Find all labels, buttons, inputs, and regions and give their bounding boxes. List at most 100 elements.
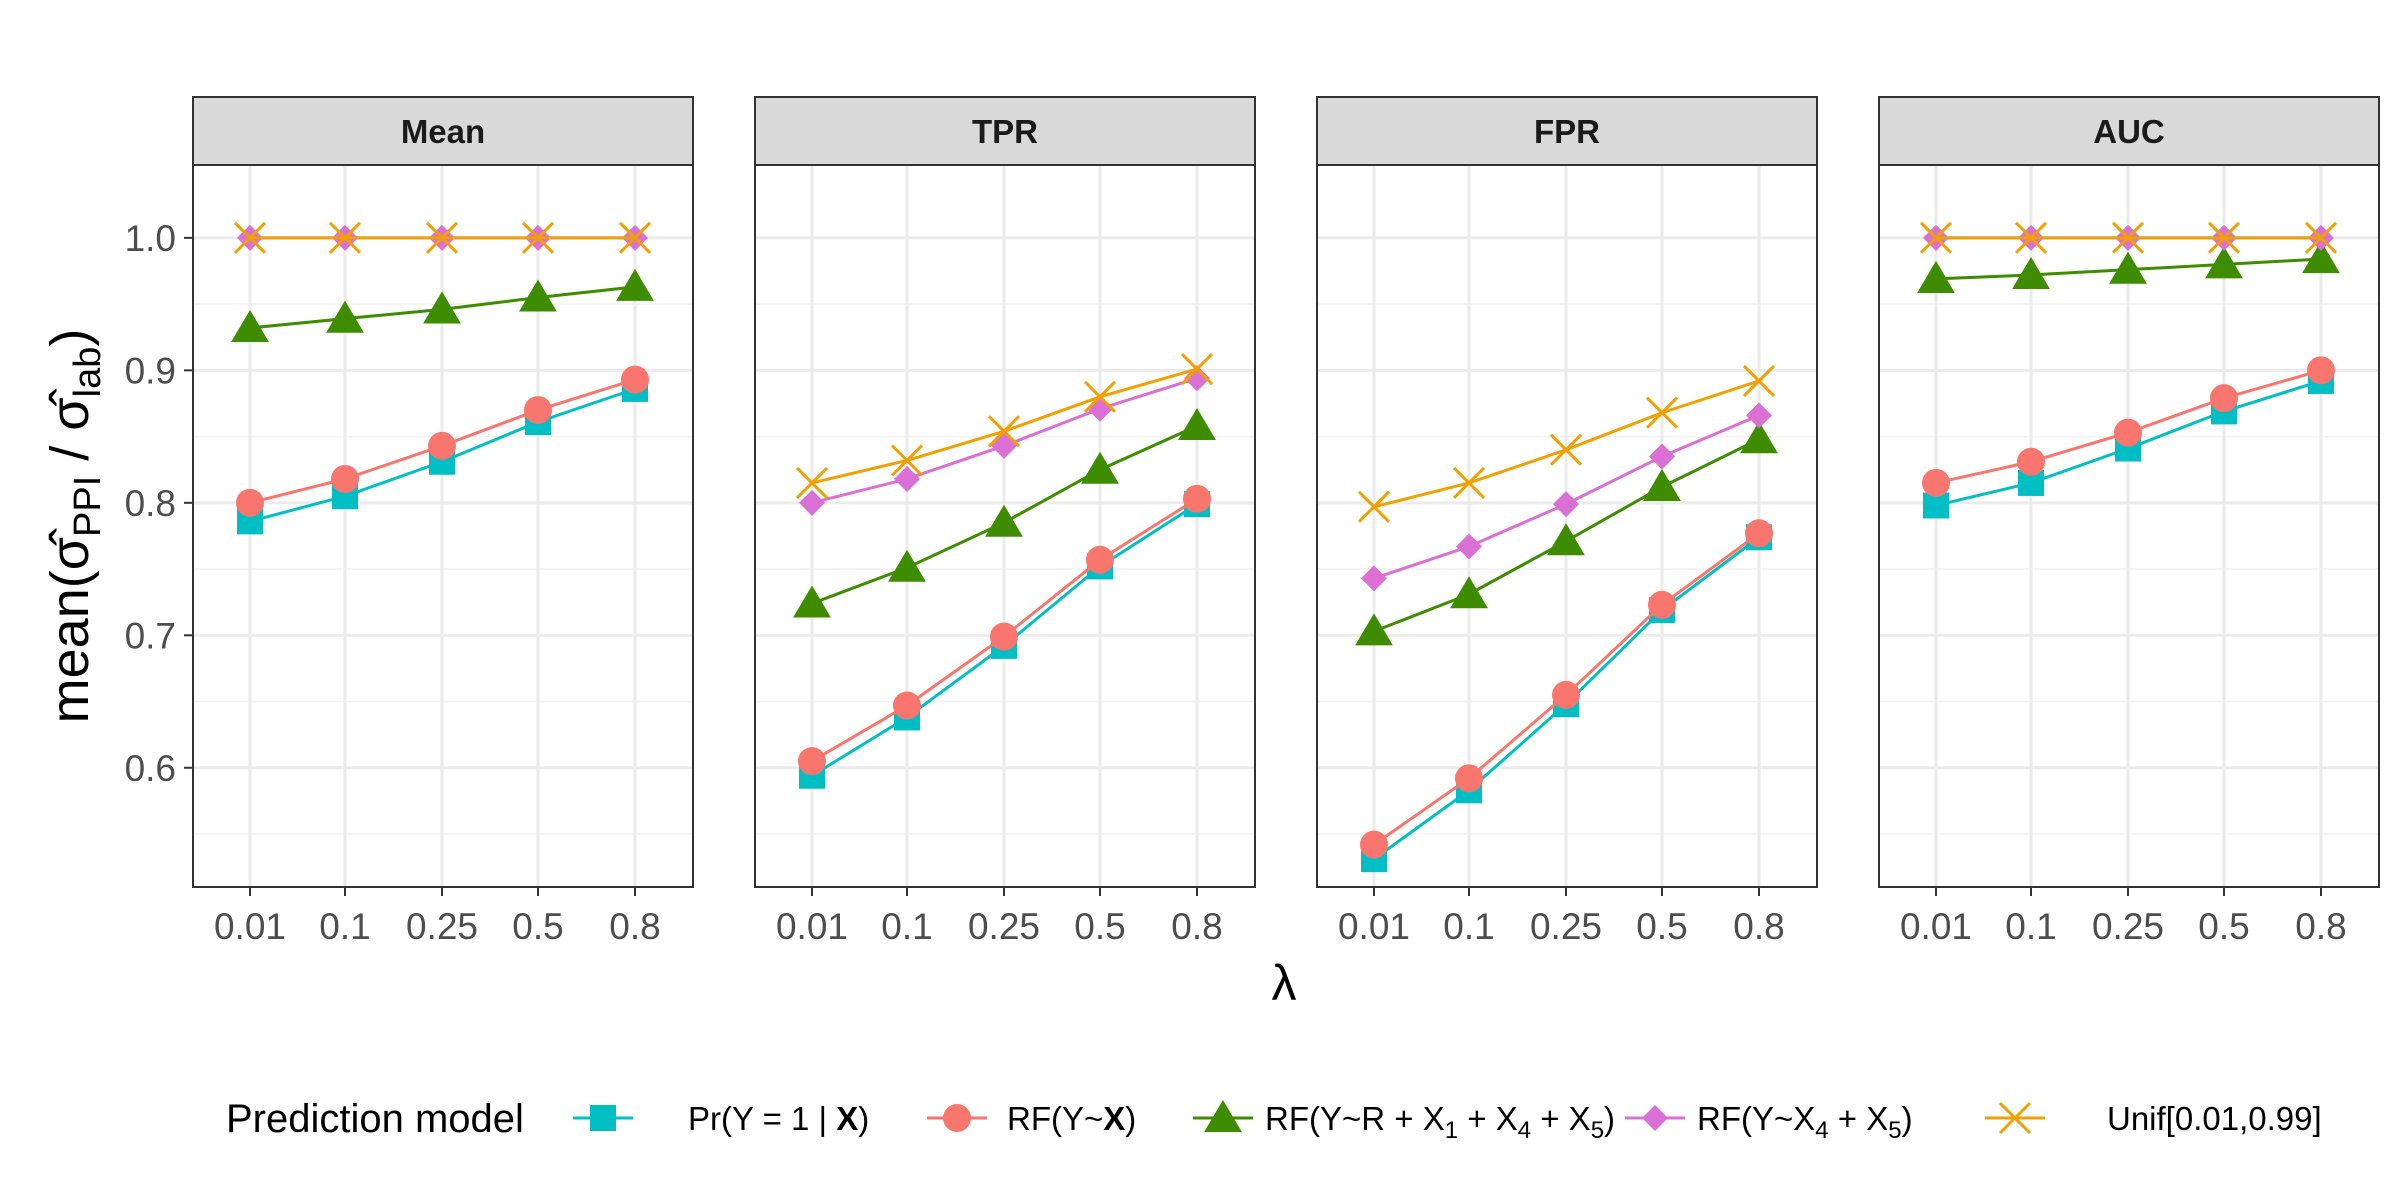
facet-label-tpr: TPR xyxy=(972,113,1038,150)
data-point-1-4 xyxy=(1183,484,1211,513)
data-point-2-1 xyxy=(1450,576,1488,609)
legend-label: RF(Y~R + X1 + X4 + X5) xyxy=(1265,1100,1615,1144)
data-point-4-2 xyxy=(1549,433,1583,466)
data-point-4-2 xyxy=(987,415,1021,448)
data-point-1-3 xyxy=(2210,384,2238,413)
data-point-2-2 xyxy=(1547,523,1585,556)
data-point-2-2 xyxy=(2109,251,2147,284)
legend-key-marker xyxy=(590,1105,616,1131)
data-point-4-1 xyxy=(1452,466,1486,500)
data-point-1-1 xyxy=(2017,447,2045,476)
data-point-1-2 xyxy=(2114,418,2142,447)
y-tick-label: 0.8 xyxy=(125,483,176,524)
data-point-2-2 xyxy=(423,291,461,324)
data-point-1-4 xyxy=(621,365,649,394)
data-point-4-3 xyxy=(1645,396,1679,429)
data-point-4-3 xyxy=(521,221,555,254)
data-point-4-4 xyxy=(618,221,652,254)
data-point-1-4 xyxy=(1745,519,1773,548)
legend-label: RF(Y~X4 + X5) xyxy=(1697,1100,1913,1144)
x-tick-label: 0.25 xyxy=(1530,906,1602,947)
chart-panels: Mean 0.01 0.1 0.25 0.5 0.8 0.6 0.7 0.8 0.9 1.0 TPR 0… xyxy=(125,96,2380,947)
y-tick-label: 0.6 xyxy=(125,748,176,789)
data-point-3-0 xyxy=(799,489,825,516)
legend-key-marker xyxy=(1998,1101,2032,1135)
x-tick-label: 0.5 xyxy=(512,906,563,947)
data-point-1-0 xyxy=(236,488,264,517)
x-axis-title: λ xyxy=(1272,955,1297,1011)
x-tick-label: 0.25 xyxy=(406,906,478,947)
x-tick-label: 0.1 xyxy=(319,906,370,947)
y-tick-label: 1.0 xyxy=(125,218,176,259)
facet-label-mean: Mean xyxy=(401,113,485,150)
x-tick-label: 0.8 xyxy=(1171,906,1222,947)
data-point-2-0 xyxy=(231,309,269,342)
data-point-4-3 xyxy=(1083,380,1117,413)
data-point-1-1 xyxy=(331,464,359,493)
data-point-2-4 xyxy=(616,268,654,301)
data-point-4-4 xyxy=(2304,221,2338,254)
panel-mean: Mean 0.01 0.1 0.25 0.5 0.8 0.6 0.7 0.8 0.9 1.0 xyxy=(125,96,694,947)
x-tick-label: 0.1 xyxy=(1443,906,1494,947)
data-point-1-0 xyxy=(1360,830,1388,859)
axis-titles: λ mean(σ̂PPI / σ̂lab) xyxy=(40,329,1297,1011)
data-point-2-1 xyxy=(326,300,364,333)
x-tick-label: 0.01 xyxy=(1338,906,1410,947)
data-point-3-3 xyxy=(1649,443,1675,470)
panel-fpr: FPR 0.01 0.1 0.25 0.5 0.8 xyxy=(1316,96,1818,947)
legend-key-marker xyxy=(943,1104,971,1132)
data-point-2-4 xyxy=(1740,421,1778,454)
data-point-3-0 xyxy=(1361,565,1387,592)
legend-entry-4: Unif[0.01,0.99] xyxy=(1985,1100,2322,1137)
legend-entry-0: Pr(Y = 1 | X) xyxy=(573,1100,869,1137)
data-point-2-3 xyxy=(1081,451,1119,484)
data-point-1-2 xyxy=(1552,680,1580,709)
facet-label-fpr: FPR xyxy=(1534,113,1600,150)
data-point-4-0 xyxy=(795,466,829,500)
x-tick-label: 0.01 xyxy=(1900,906,1972,947)
x-tick-label: 0.8 xyxy=(1733,906,1784,947)
legend-key-marker xyxy=(1204,1100,1242,1133)
data-point-1-1 xyxy=(893,691,921,720)
x-tick-label: 0.8 xyxy=(2295,906,2346,947)
facet-strip xyxy=(1878,96,2380,166)
facet-strip xyxy=(192,96,694,166)
data-point-1-3 xyxy=(1086,545,1114,574)
data-point-4-0 xyxy=(1919,221,1953,254)
data-point-2-3 xyxy=(1643,468,1681,501)
data-point-3-1 xyxy=(894,465,920,492)
data-point-2-3 xyxy=(519,279,557,312)
legend-label: Unif[0.01,0.99] xyxy=(2107,1100,2322,1137)
legend-title: Prediction model xyxy=(226,1097,524,1141)
facet-strip xyxy=(754,96,1256,166)
data-point-3-1 xyxy=(1456,533,1482,560)
data-point-4-1 xyxy=(2014,221,2048,254)
data-point-2-2 xyxy=(985,504,1023,537)
data-point-4-0 xyxy=(1357,490,1391,523)
data-point-4-4 xyxy=(1180,352,1214,386)
data-point-4-3 xyxy=(2207,221,2241,254)
x-tick-label: 0.5 xyxy=(2198,906,2249,947)
data-point-1-2 xyxy=(990,622,1018,651)
x-tick-label: 0.25 xyxy=(968,906,1040,947)
facet-label-auc: AUC xyxy=(2093,113,2165,150)
x-tick-label: 0.1 xyxy=(2005,906,2056,947)
data-point-1-0 xyxy=(798,747,826,776)
x-tick-label: 0.1 xyxy=(881,906,932,947)
legend-label: Pr(Y = 1 | X) xyxy=(688,1100,869,1137)
data-point-3-4 xyxy=(1746,402,1772,429)
legend-entry-2: RF(Y~R + X1 + X4 + X5) xyxy=(1193,1100,1615,1144)
data-point-2-3 xyxy=(2205,246,2243,279)
data-point-1-4 xyxy=(2307,356,2335,385)
data-point-4-1 xyxy=(328,221,362,254)
x-tick-label: 0.8 xyxy=(609,906,660,947)
data-point-2-0 xyxy=(1917,260,1955,293)
panel-auc: AUC 0.01 0.1 0.25 0.5 0.8 xyxy=(1878,96,2380,947)
data-point-4-2 xyxy=(2111,221,2145,254)
legend-key-marker xyxy=(1642,1105,1668,1131)
y-tick-label: 0.9 xyxy=(125,350,176,391)
legend: Prediction model Pr(Y = 1 | X) RF(Y~X) RF(Y… xyxy=(226,1097,2322,1144)
data-point-2-1 xyxy=(2012,256,2050,289)
data-point-1-3 xyxy=(524,396,552,425)
